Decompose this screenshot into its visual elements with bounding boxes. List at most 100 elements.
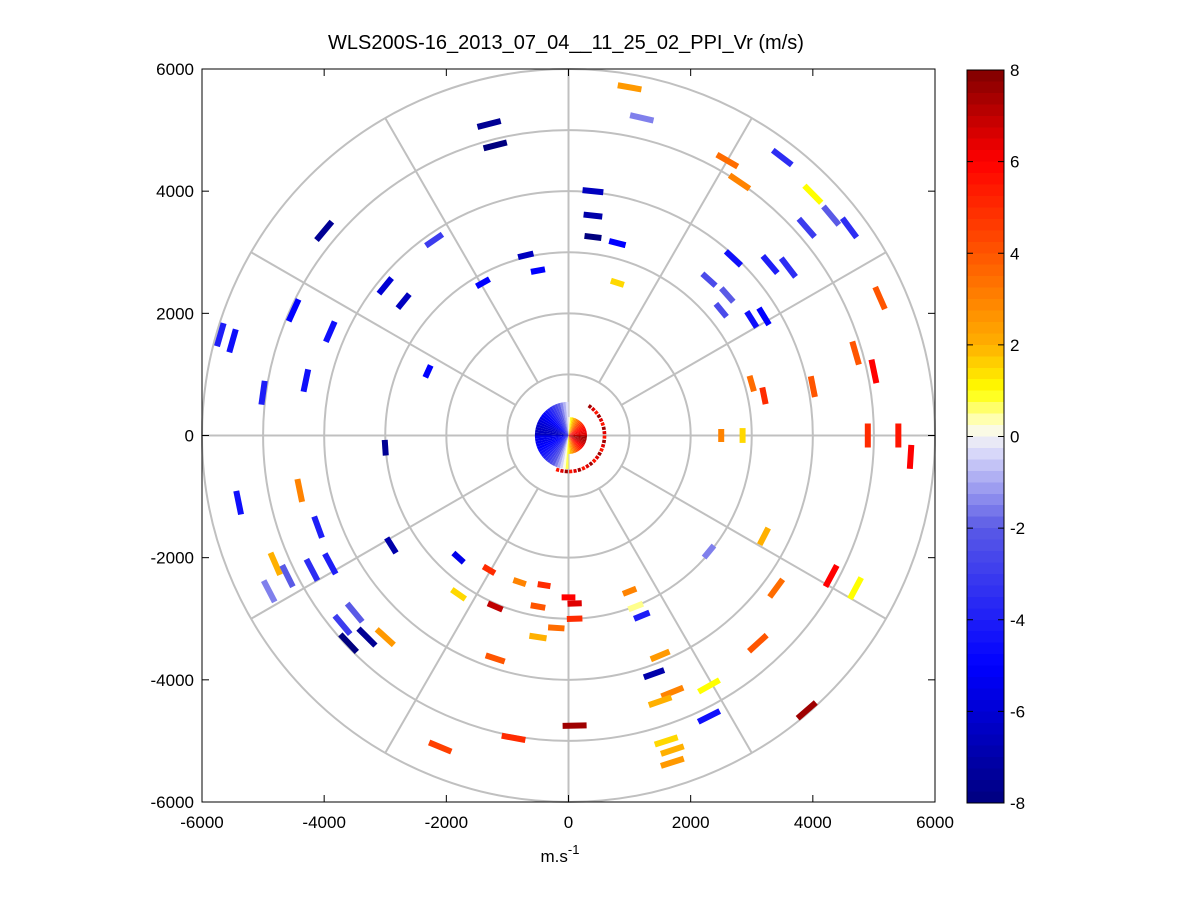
velocity-mark-group [868, 359, 880, 384]
near-field-ring-segment [597, 451, 602, 457]
azimuth-spoke [250, 251, 517, 406]
velocity-mark [294, 478, 306, 503]
y-tick-label: 0 [185, 427, 194, 446]
velocity-mark-group [395, 292, 412, 311]
near-field-wedge [568, 435, 581, 451]
near-field-wedge [568, 424, 585, 436]
velocity-mark-group [583, 211, 603, 220]
velocity-mark [395, 292, 412, 311]
near-field-wedge [568, 435, 574, 454]
near-field-wedge [565, 401, 569, 436]
velocity-mark [633, 609, 651, 622]
velocity-mark-group [294, 478, 306, 503]
velocity-mark [864, 423, 871, 448]
velocity-mark-group [517, 250, 535, 261]
near-field-wedge [534, 435, 569, 439]
azimuth-spoke [384, 117, 539, 384]
velocity-mark [451, 550, 466, 565]
near-field-wedge [549, 435, 569, 465]
near-field-ring-segment [599, 447, 604, 453]
velocity-mark [484, 652, 506, 665]
y-tick-label: 2000 [156, 304, 194, 323]
velocity-mark [701, 543, 717, 560]
velocity-mark-group [384, 536, 399, 555]
near-field-ring-segment [559, 468, 564, 474]
velocity-mark-group [696, 708, 722, 725]
velocity-mark-group [374, 627, 396, 648]
velocity-mark-group [451, 550, 466, 565]
velocity-mark [482, 139, 508, 152]
y-tick-label: 4000 [156, 182, 194, 201]
velocity-mark-group [847, 576, 864, 601]
velocity-mark-group [427, 739, 453, 755]
velocity-mark-group [744, 310, 760, 329]
velocity-mark-group [233, 490, 244, 516]
near-field-wedge [568, 435, 582, 450]
chart-title: WLS200S-16_2013_07_04__11_25_02_PPI_Vr (… [328, 32, 804, 54]
velocity-mark [501, 732, 526, 743]
near-field-wedge [542, 435, 569, 460]
near-field-wedge [568, 417, 572, 436]
velocity-mark [537, 581, 551, 590]
velocity-mark [486, 600, 504, 613]
x-tick-label: -4000 [302, 813, 345, 832]
velocity-mark-group [475, 276, 491, 290]
velocity-mark [653, 734, 679, 748]
velocity-mark-group [767, 577, 786, 599]
near-field-wedge [568, 417, 571, 436]
x-tick-label: -2000 [425, 813, 468, 832]
near-field-wedge [535, 426, 569, 436]
velocity-mark-group [584, 232, 602, 241]
velocity-mark-group [279, 563, 296, 589]
near-field-wedge [568, 435, 577, 453]
velocity-mark-group [700, 271, 718, 288]
azimuth-spoke [598, 487, 753, 754]
near-field-ring-segment [602, 435, 607, 439]
velocity-marks [214, 82, 915, 769]
velocity-mark [267, 551, 283, 576]
velocity-mark [332, 613, 353, 636]
near-field-wedge [535, 435, 569, 445]
velocity-mark-group [567, 600, 582, 607]
y-tick-label: -2000 [151, 549, 194, 568]
x-axis-label-exponent: -1 [568, 842, 580, 857]
velocity-mark [344, 601, 365, 624]
velocity-mark-group [659, 755, 685, 769]
velocity-mark [300, 368, 312, 393]
velocity-mark [747, 632, 769, 654]
near-field-wedge [568, 435, 587, 439]
near-field-wedge [536, 435, 569, 450]
velocity-mark-group [701, 543, 717, 560]
velocity-mark [718, 429, 725, 442]
velocity-mark-group [660, 684, 685, 700]
colorbar-tick-label: 0 [1010, 428, 1019, 447]
near-field-wedge [568, 426, 586, 436]
velocity-mark-group [481, 563, 497, 576]
near-field-wedge [540, 413, 569, 436]
near-field-wedge [538, 435, 569, 453]
near-field-wedge [539, 435, 569, 455]
velocity-mark [517, 250, 535, 261]
velocity-mark-group [719, 286, 736, 304]
velocity-mark-group [627, 600, 645, 613]
near-field-wedge [535, 435, 569, 442]
velocity-mark-group [258, 380, 268, 406]
velocity-mark [530, 266, 546, 275]
velocity-mark-group [821, 204, 842, 227]
velocity-mark-group [547, 624, 565, 632]
velocity-mark-group [759, 386, 769, 405]
near-field-wedge [568, 418, 577, 436]
colorbar-tick-label: 8 [1010, 61, 1019, 80]
near-field-ring-segment [593, 410, 599, 415]
velocity-mark-group [562, 722, 587, 729]
velocity-mark-group [849, 340, 862, 366]
velocity-mark-group [512, 577, 527, 588]
azimuth-spoke [250, 465, 517, 620]
near-field-ring-segment [555, 467, 560, 473]
velocity-mark [821, 204, 842, 227]
velocity-mark [481, 563, 497, 576]
velocity-mark [807, 375, 818, 398]
velocity-mark-group [895, 423, 902, 448]
x-tick-label: -6000 [180, 813, 223, 832]
